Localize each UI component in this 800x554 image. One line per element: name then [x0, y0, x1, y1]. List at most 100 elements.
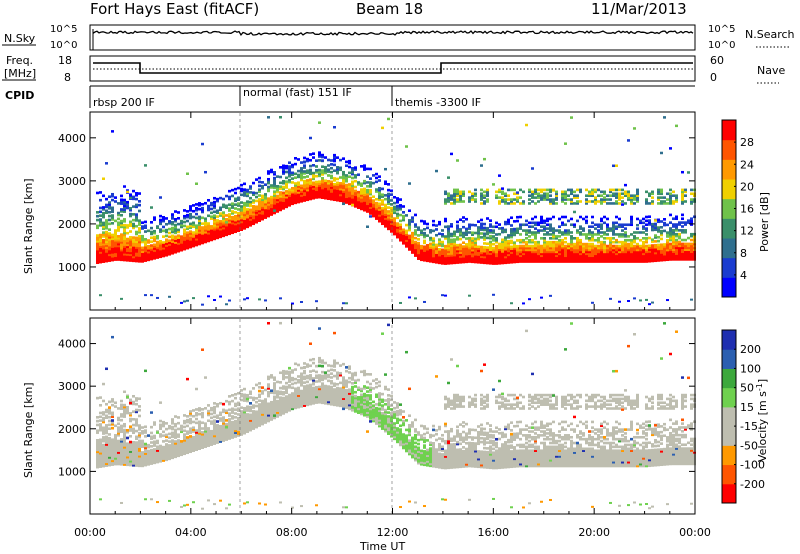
power-cell [324, 185, 327, 188]
power-cell [453, 238, 456, 241]
power-cell [459, 237, 462, 241]
power-cell [567, 194, 570, 197]
power-cell [369, 167, 372, 171]
velocity-cell [225, 399, 228, 403]
power-cell [411, 251, 414, 254]
power-cell [633, 235, 636, 238]
velocity-cell [255, 383, 258, 387]
velocity-cell [144, 461, 147, 465]
power-cell [435, 228, 438, 231]
velocity-cell [213, 421, 216, 424]
power-cell [162, 215, 165, 219]
velocity-cell [174, 445, 177, 449]
velocity-cell [144, 369, 147, 373]
power-cell [672, 256, 675, 259]
power-cell [600, 248, 603, 252]
power-cell [414, 232, 417, 236]
power-cell [306, 175, 309, 178]
power-cell [258, 298, 261, 301]
velocity-cell [123, 415, 126, 418]
power-cell [123, 245, 126, 248]
power-cell [561, 242, 564, 246]
power-cell [174, 231, 177, 235]
power-cell [300, 172, 303, 176]
power-cell [669, 242, 672, 246]
power-cell [297, 187, 300, 190]
power-cell [267, 116, 270, 119]
velocity-cell [285, 391, 288, 395]
power-cell [441, 240, 444, 244]
power-cell [300, 178, 303, 182]
power-cell [621, 248, 624, 252]
power-cell [504, 222, 507, 226]
power-cell [195, 234, 198, 237]
power-cell [153, 235, 156, 239]
power-cell [468, 227, 471, 230]
power-cell [114, 235, 117, 238]
velocity-cell [225, 425, 228, 429]
power-cell [138, 250, 141, 253]
power-cell [372, 195, 375, 199]
power-cell [603, 242, 606, 246]
power-cell [189, 243, 192, 247]
velocity-cell [207, 409, 210, 413]
power-cell [339, 182, 342, 185]
power-cell [447, 260, 450, 263]
velocity-cell [273, 403, 276, 406]
power-cell [108, 243, 111, 247]
power-cell [123, 241, 126, 244]
velocity-cell [291, 392, 294, 395]
velocity-cell [132, 402, 135, 406]
power-cell [387, 219, 390, 223]
power-cell [570, 250, 573, 254]
colorbar-tick-label: 20 [740, 180, 754, 193]
power-cell [117, 254, 120, 257]
power-cell [102, 206, 105, 209]
velocity-cell [228, 408, 231, 412]
power-cell [531, 200, 534, 203]
velocity-cell [282, 402, 285, 406]
power-cell [387, 227, 390, 231]
power-cell [576, 219, 579, 223]
velocity-cell [264, 503, 267, 506]
power-cell [423, 231, 426, 235]
power-cell [630, 246, 633, 250]
power-cell [486, 250, 489, 253]
power-cell [435, 249, 438, 253]
velocity-cell [114, 439, 117, 443]
power-cell [300, 190, 303, 193]
power-cell [525, 242, 528, 246]
power-cell [474, 258, 477, 262]
power-cell [360, 192, 363, 195]
power-cell [537, 248, 540, 252]
velocity-cell [240, 427, 243, 431]
velocity-cell [132, 448, 135, 452]
power-cell [123, 233, 126, 237]
power-cell [96, 242, 99, 245]
power-cell [378, 216, 381, 219]
power-cell [405, 239, 408, 242]
velocity-cell [228, 437, 231, 440]
power-cell [519, 258, 522, 261]
power-cell [462, 192, 465, 196]
power-cell [555, 237, 558, 240]
power-cell [420, 229, 423, 233]
power-cell [423, 235, 426, 239]
power-cell [234, 230, 237, 234]
power-cell [651, 200, 654, 203]
power-cell [678, 223, 681, 226]
power-cell [471, 233, 474, 236]
velocity-cell [282, 396, 285, 400]
power-cell [681, 213, 684, 217]
power-cell [117, 223, 120, 226]
power-cell [546, 250, 549, 254]
power-cell [588, 190, 591, 194]
power-cell [669, 234, 672, 238]
power-cell [300, 167, 303, 170]
power-cell [126, 259, 129, 262]
velocity-cell [288, 380, 291, 383]
power-cell [621, 240, 624, 244]
power-cell [669, 198, 672, 201]
power-cell [516, 239, 519, 242]
power-cell [486, 230, 489, 234]
